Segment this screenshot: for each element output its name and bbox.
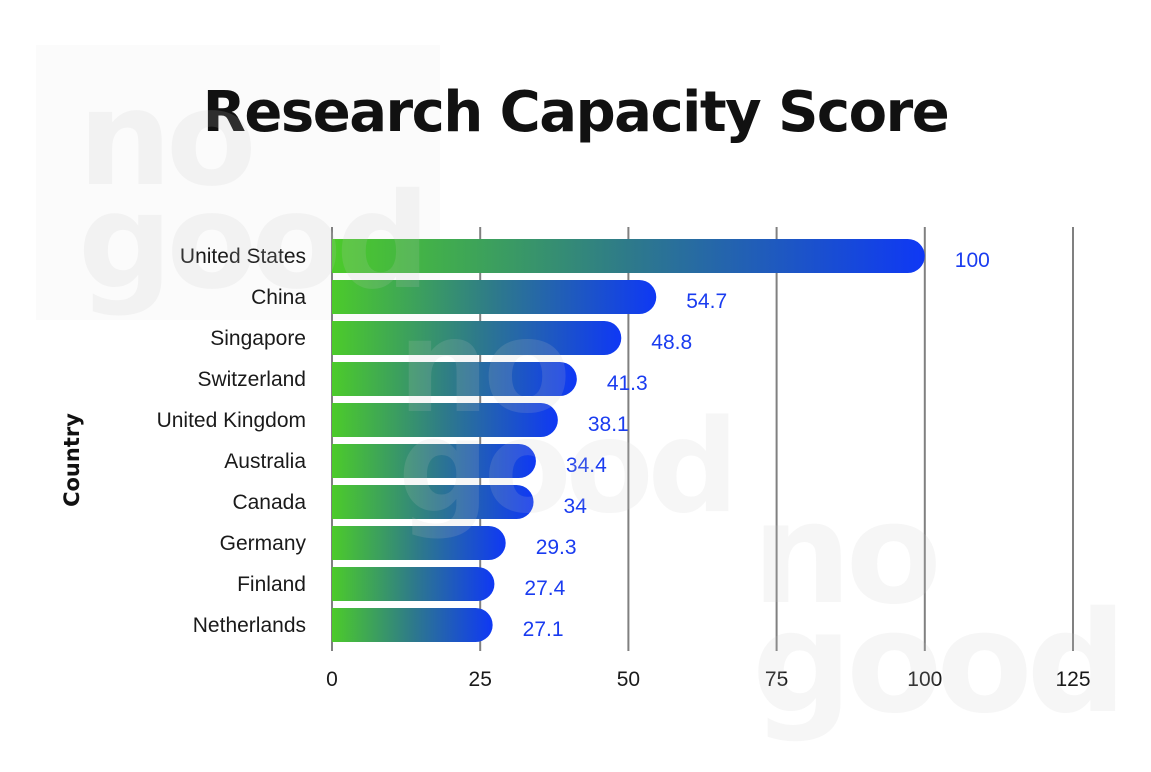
value-label: 27.1	[523, 618, 564, 641]
x-tick-label: 100	[907, 668, 942, 691]
value-label: 27.4	[524, 577, 565, 600]
category-label: China	[251, 286, 306, 309]
bar	[332, 239, 925, 273]
x-tick-label: 125	[1055, 668, 1090, 691]
x-tick-label: 50	[617, 668, 640, 691]
bar	[332, 444, 536, 478]
category-label: Australia	[224, 450, 306, 473]
y-axis-label: Country	[60, 413, 84, 507]
value-label: 100	[955, 249, 990, 272]
bar	[332, 362, 577, 396]
x-tick-label: 25	[469, 668, 492, 691]
category-label: Canada	[232, 491, 306, 514]
bar	[332, 321, 622, 355]
bar	[332, 567, 495, 601]
value-label: 54.7	[686, 290, 727, 313]
chart-title: Research Capacity Score	[202, 80, 950, 145]
bar	[332, 485, 534, 519]
value-label: 34	[564, 495, 588, 518]
bar	[332, 526, 506, 560]
value-label: 29.3	[536, 536, 577, 559]
watermark-panel	[36, 45, 440, 320]
value-label: 41.3	[607, 372, 648, 395]
category-labels: United States China Singapore Switzerland Un…	[157, 245, 307, 637]
x-tick-label: 75	[765, 668, 788, 691]
category-label: Switzerland	[197, 368, 306, 391]
value-label: 34.4	[566, 454, 607, 477]
category-label: United States	[180, 245, 306, 268]
x-tick-label: 0	[326, 668, 338, 691]
bar	[332, 608, 493, 642]
value-label: 38.1	[588, 413, 629, 436]
value-labels: 100 54.7 48.841.3 38.1 34.4 34 29.3 27.4 27.1	[523, 249, 990, 641]
bar	[332, 403, 558, 437]
category-label: Germany	[220, 532, 307, 555]
category-label: Netherlands	[193, 614, 306, 637]
value-label: 48.8	[651, 331, 692, 354]
category-label: Singapore	[210, 327, 306, 350]
bar	[332, 280, 657, 314]
bars	[332, 239, 925, 642]
category-label: United Kingdom	[157, 409, 306, 432]
category-label: Finland	[237, 573, 306, 596]
x-tick-labels: 0 25 50 75 100 125	[326, 668, 1090, 691]
